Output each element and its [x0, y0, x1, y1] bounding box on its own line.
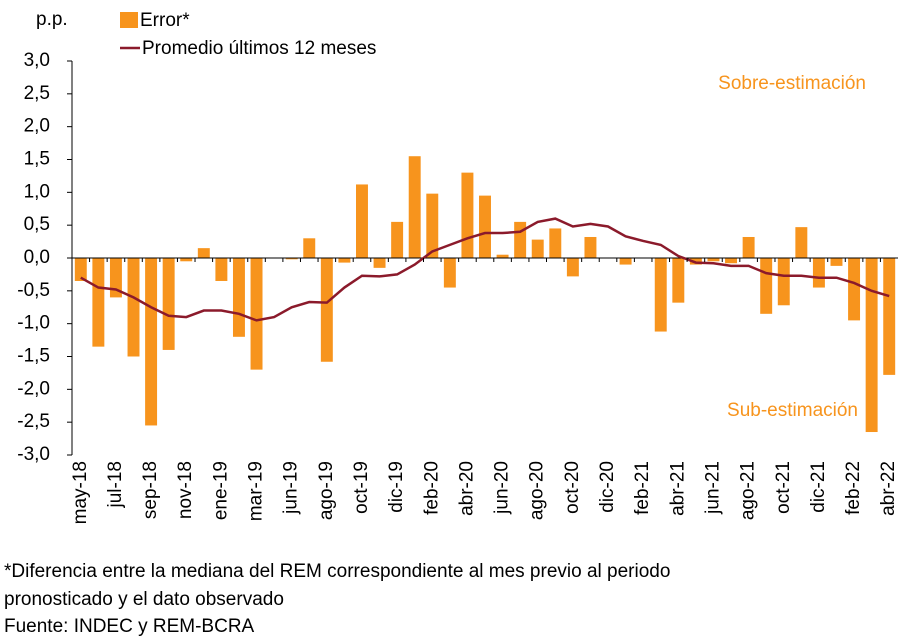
y-tick-label: 2,0	[24, 116, 50, 137]
bar	[461, 172, 474, 258]
y-tick-label: 3,0	[24, 50, 50, 71]
bar	[215, 258, 228, 281]
x-tick-label: jun-20	[492, 461, 513, 515]
x-tick-label: feb-21	[632, 461, 653, 515]
x-tick-label: abr-21	[667, 461, 688, 516]
bar	[408, 156, 421, 258]
bar	[303, 238, 316, 258]
bar	[162, 258, 175, 350]
bar	[426, 193, 439, 258]
x-tick-label: mar-19	[246, 461, 267, 521]
x-tick-label: feb-22	[843, 461, 864, 515]
bar	[479, 195, 491, 258]
y-tick-label: 0,0	[24, 247, 50, 268]
bar	[654, 258, 667, 332]
bar	[145, 258, 158, 426]
x-tick-label: oct-21	[773, 461, 794, 514]
bar	[285, 258, 298, 260]
bar	[584, 236, 597, 258]
y-tick-label: 2,5	[24, 83, 50, 104]
bar	[566, 258, 579, 277]
x-tick-label: abr-20	[456, 461, 477, 516]
y-tick-label: -3,0	[17, 444, 50, 465]
y-tick-label: 1,0	[24, 181, 50, 202]
y-tick-label: 0,5	[24, 214, 50, 235]
bar	[320, 258, 333, 362]
x-tick-label: jun-21	[702, 461, 723, 515]
y-axis-label: p.p.	[36, 9, 68, 30]
x-tick-label: jun-19	[281, 461, 302, 515]
bar	[865, 258, 878, 433]
bar	[197, 248, 210, 258]
y-tick-label: -2,0	[17, 378, 50, 399]
x-tick-label: ene-19	[210, 461, 231, 520]
bar	[795, 227, 808, 258]
x-tick-label: oct-20	[562, 461, 583, 514]
bar	[373, 258, 386, 268]
x-tick-label: nov-18	[175, 461, 196, 519]
bar	[232, 258, 245, 337]
x-tick-label: dic-20	[597, 461, 618, 513]
bar	[74, 258, 87, 281]
x-tick-label: oct-19	[351, 461, 372, 514]
bar	[760, 258, 773, 314]
y-tick-label: 1,5	[24, 149, 50, 170]
x-tick-label: jul-18	[105, 461, 126, 508]
annotation: Sobre-estimación	[718, 73, 866, 94]
x-tick-label: sep-18	[140, 461, 161, 519]
y-tick-label: -0,5	[17, 280, 50, 301]
legend-label: Error*	[140, 10, 190, 31]
bar	[92, 258, 105, 347]
x-tick-label: ago-21	[738, 461, 759, 520]
bar	[250, 258, 263, 370]
bar	[356, 184, 368, 258]
bar	[514, 221, 527, 258]
bar	[742, 236, 755, 258]
bar	[707, 258, 720, 262]
y-tick-label: -1,0	[17, 313, 50, 334]
bar	[180, 258, 193, 262]
bar	[777, 258, 790, 306]
annotation: Sub-estimación	[727, 400, 858, 421]
x-tick-label: feb-20	[421, 461, 442, 515]
bar	[619, 258, 632, 265]
bar	[496, 254, 509, 258]
bar	[391, 221, 404, 258]
footnote: *Diferencia entre la mediana del REM cor…	[4, 561, 670, 582]
bar	[443, 258, 456, 288]
x-tick-label: ago-20	[527, 461, 548, 520]
y-tick-label: -1,5	[17, 346, 50, 367]
y-tick-label: -2,5	[17, 411, 50, 432]
x-tick-label: abr-22	[878, 461, 899, 516]
bar	[338, 258, 351, 263]
bar	[812, 258, 825, 288]
x-tick-label: dic-19	[386, 461, 407, 513]
legend-label: Promedio últimos 12 meses	[142, 38, 376, 59]
bar	[127, 258, 140, 357]
legend-swatch	[120, 12, 138, 28]
bar	[883, 258, 896, 375]
footnote: Fuente: INDEC y REM-BCRA	[4, 616, 255, 637]
footnote: pronosticado y el dato observado	[4, 589, 284, 610]
x-tick-label: may-18	[70, 461, 91, 524]
bar	[725, 258, 738, 264]
bar	[672, 258, 685, 303]
bar	[848, 258, 861, 321]
bar	[549, 228, 562, 258]
line	[80, 217, 890, 322]
bar	[109, 258, 122, 298]
x-tick-label: dic-21	[808, 461, 829, 513]
bar	[830, 258, 843, 266]
bar	[531, 239, 544, 258]
x-tick-label: ago-19	[316, 461, 337, 520]
